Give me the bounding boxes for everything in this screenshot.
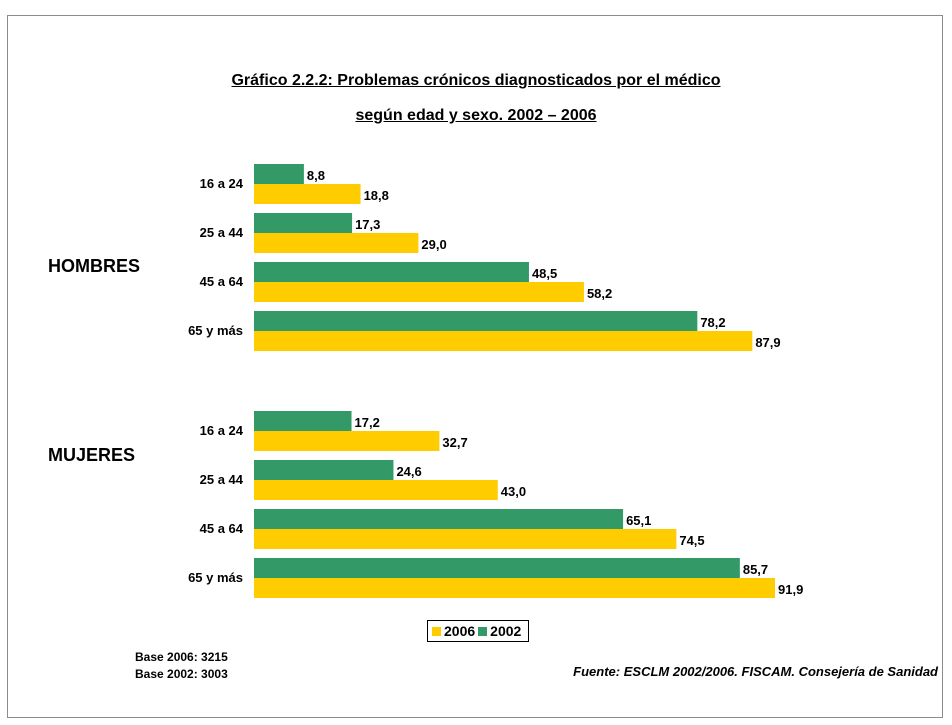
legend-label-2006: 2006 xyxy=(444,623,476,639)
category-label: 16 a 24 xyxy=(200,423,244,438)
bar-2002-hombres xyxy=(254,311,698,331)
data-label: 18,8 xyxy=(364,188,389,203)
bar-2006-hombres xyxy=(254,184,361,204)
category-label: 45 a 64 xyxy=(200,274,244,289)
bar-2002-hombres xyxy=(254,262,529,282)
data-label: 85,7 xyxy=(743,562,768,577)
data-label: 58,2 xyxy=(587,286,612,301)
legend-swatch-2002 xyxy=(478,626,488,636)
data-label: 74,5 xyxy=(679,533,704,548)
base-2006-note: Base 2006: 3215 xyxy=(135,650,228,664)
chart-title-line2: según edad y sexo. 2002 – 2006 xyxy=(355,107,597,124)
data-label: 29,0 xyxy=(421,237,446,252)
category-label: 25 a 44 xyxy=(200,472,244,487)
bar-2006-mujeres xyxy=(254,431,440,451)
category-label: 45 a 64 xyxy=(200,521,244,536)
bar-2002-hombres xyxy=(254,164,304,184)
bar-2002-hombres xyxy=(254,213,353,233)
bar-2006-hombres xyxy=(254,282,584,302)
base-2002-note: Base 2002: 3003 xyxy=(135,667,228,681)
data-label: 17,3 xyxy=(355,217,380,232)
data-label: 48,5 xyxy=(532,266,557,281)
legend-swatch-2006 xyxy=(432,626,441,636)
bar-2006-hombres xyxy=(254,331,753,351)
legend-label-2002: 2002 xyxy=(490,623,522,639)
category-label: 65 y más xyxy=(188,323,243,338)
data-label: 91,9 xyxy=(778,582,803,597)
category-label: 25 a 44 xyxy=(200,225,244,240)
chart-frame xyxy=(7,15,943,718)
source-note: Fuente: ESCLM 2002/2006. FISCAM. Conseje… xyxy=(573,664,938,679)
data-label: 65,1 xyxy=(626,513,651,528)
category-label: 16 a 24 xyxy=(200,176,244,191)
data-label: 78,2 xyxy=(700,315,725,330)
bar-2002-mujeres xyxy=(254,509,624,529)
data-label: 17,2 xyxy=(355,415,380,430)
bar-2002-mujeres xyxy=(254,411,352,431)
bar-2002-mujeres xyxy=(254,558,740,578)
data-label: 87,9 xyxy=(755,335,780,350)
chart-legend: 2006 2002 xyxy=(427,620,530,642)
bar-2006-mujeres xyxy=(254,529,677,549)
group-label-hombres: HOMBRES xyxy=(48,256,140,276)
bar-2006-hombres xyxy=(254,233,419,253)
data-label: 32,7 xyxy=(442,435,467,450)
bar-2006-mujeres xyxy=(254,480,498,500)
group-label-mujeres: MUJERES xyxy=(48,445,135,465)
bar-2006-mujeres xyxy=(254,578,775,598)
legend-item-2002: 2002 xyxy=(478,623,521,639)
category-label: 65 y más xyxy=(188,570,243,585)
data-label: 8,8 xyxy=(307,168,325,183)
legend-item-2006: 2006 xyxy=(432,623,475,639)
bar-2002-mujeres xyxy=(254,460,394,480)
chart-title-line1: Gráfico 2.2.2: Problemas crónicos diagno… xyxy=(231,72,721,89)
data-label: 43,0 xyxy=(501,484,526,499)
data-label: 24,6 xyxy=(396,464,421,479)
